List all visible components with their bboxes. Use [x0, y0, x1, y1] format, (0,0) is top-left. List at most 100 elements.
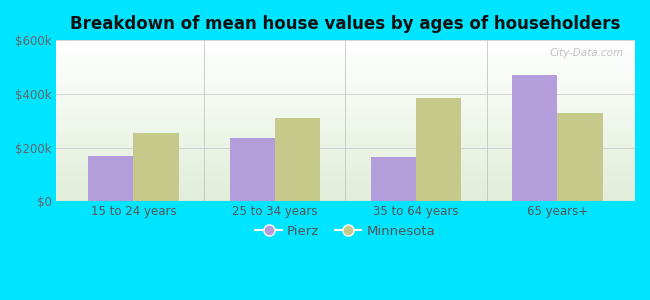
Bar [56, 105, 635, 106]
Bar [56, 47, 635, 48]
Bar [56, 188, 635, 189]
Bar [56, 151, 635, 152]
Bar [56, 184, 635, 185]
Bar [56, 72, 635, 73]
Bar [56, 120, 635, 121]
Bar [56, 159, 635, 160]
Bar [56, 84, 635, 85]
Bar [56, 109, 635, 110]
Bar [56, 183, 635, 184]
Bar [56, 87, 635, 88]
Bar [56, 85, 635, 86]
Bar [56, 167, 635, 168]
Bar [56, 197, 635, 198]
Bar [56, 50, 635, 51]
Bar [56, 133, 635, 134]
Bar [56, 80, 635, 81]
Bar [56, 57, 635, 58]
Bar [56, 43, 635, 44]
Bar [56, 171, 635, 172]
Bar [56, 154, 635, 155]
Bar [56, 99, 635, 100]
Bar [56, 69, 635, 70]
Bar [56, 51, 635, 52]
Bar [56, 111, 635, 112]
Bar [56, 126, 635, 127]
Bar [56, 102, 635, 103]
Bar [56, 44, 635, 45]
Bar [56, 130, 635, 131]
Bar [56, 176, 635, 177]
Bar [275, 118, 320, 201]
Bar [512, 75, 557, 201]
Bar [56, 59, 635, 60]
Bar [133, 133, 179, 201]
Bar [56, 153, 635, 154]
Bar [56, 128, 635, 129]
Bar [56, 60, 635, 61]
Bar [56, 142, 635, 143]
Bar [56, 67, 635, 68]
Bar [56, 88, 635, 89]
Title: Breakdown of mean house values by ages of householders: Breakdown of mean house values by ages o… [70, 15, 621, 33]
Bar [56, 52, 635, 53]
Bar [56, 163, 635, 164]
Bar [56, 158, 635, 159]
Bar [56, 148, 635, 149]
Bar [56, 131, 635, 132]
Bar [56, 83, 635, 84]
Bar [56, 100, 635, 101]
Bar [56, 172, 635, 173]
Bar [56, 82, 635, 83]
Bar [56, 139, 635, 140]
Bar [56, 170, 635, 171]
Bar [56, 140, 635, 141]
Bar [56, 198, 635, 199]
Bar [56, 124, 635, 125]
Bar [56, 78, 635, 79]
Bar [56, 46, 635, 47]
Bar [56, 123, 635, 124]
Bar [56, 61, 635, 62]
Bar [56, 97, 635, 98]
Bar [56, 41, 635, 42]
Bar [56, 117, 635, 118]
Bar [56, 187, 635, 188]
Bar [416, 98, 462, 201]
Bar [56, 134, 635, 135]
Bar [56, 180, 635, 181]
Bar [56, 137, 635, 138]
Bar [56, 56, 635, 57]
Bar [56, 55, 635, 56]
Bar [56, 93, 635, 94]
Bar [56, 156, 635, 157]
Bar [56, 106, 635, 107]
Bar [56, 112, 635, 113]
Bar [56, 169, 635, 170]
Bar [370, 157, 416, 201]
Bar [56, 113, 635, 114]
Bar [56, 79, 635, 80]
Bar [56, 68, 635, 69]
Legend: Pierz, Minnesota: Pierz, Minnesota [250, 220, 441, 243]
Bar [56, 89, 635, 90]
Bar [56, 165, 635, 166]
Bar [56, 185, 635, 186]
Bar [56, 119, 635, 120]
Bar [56, 179, 635, 180]
Bar [56, 54, 635, 55]
Bar [56, 149, 635, 150]
Bar [56, 114, 635, 115]
Bar [56, 103, 635, 104]
Bar [56, 64, 635, 65]
Bar [56, 144, 635, 145]
Bar [56, 141, 635, 142]
Bar [56, 49, 635, 50]
Bar [56, 100, 635, 101]
Bar [56, 143, 635, 144]
Bar [56, 65, 635, 66]
Bar [56, 58, 635, 59]
Bar [56, 104, 635, 105]
Bar [56, 98, 635, 99]
Bar [56, 150, 635, 151]
